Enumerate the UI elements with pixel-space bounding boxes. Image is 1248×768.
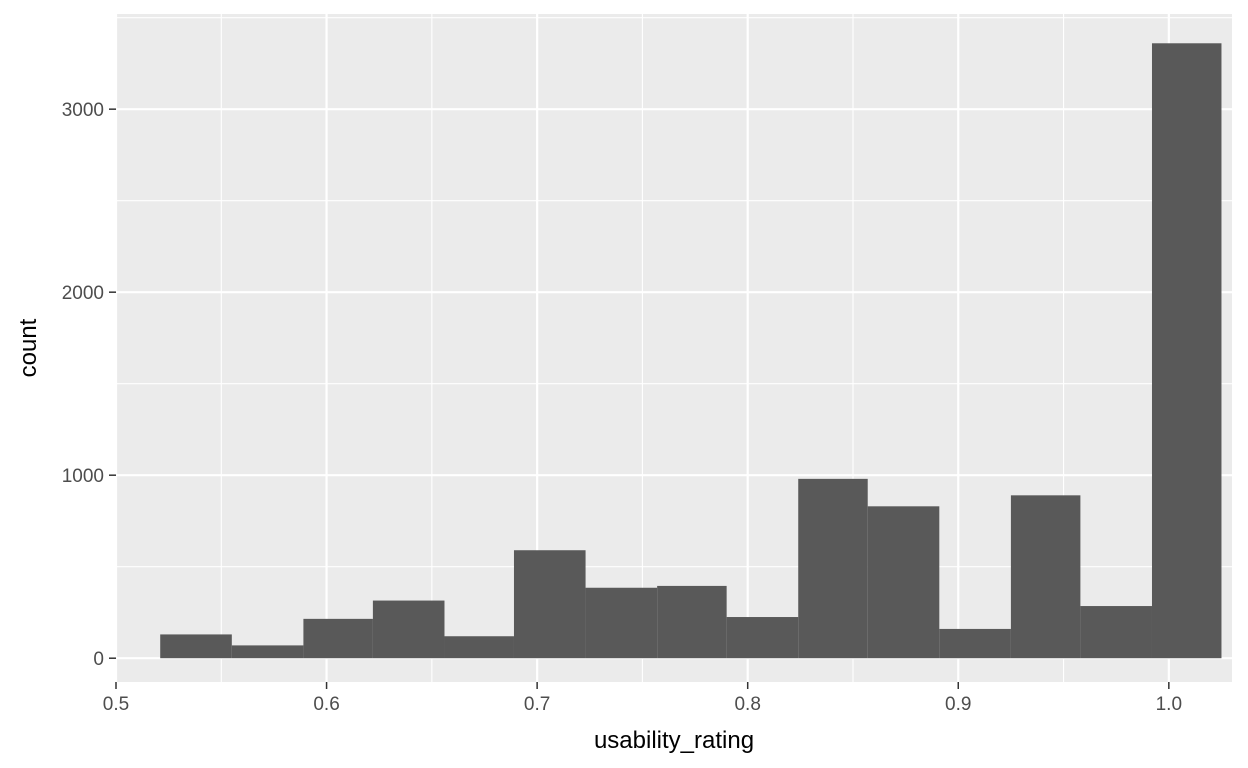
x-tick-label: 0.7 bbox=[524, 694, 550, 715]
histogram-bars bbox=[160, 43, 1222, 659]
x-tick-label: 0.6 bbox=[313, 694, 339, 715]
histogram-bar-9 bbox=[726, 617, 799, 659]
histogram-bar-7 bbox=[585, 587, 658, 659]
histogram-bar-12 bbox=[939, 628, 1011, 659]
y-tick-label: 2000 bbox=[62, 283, 104, 304]
histogram-bar-11 bbox=[867, 506, 940, 659]
x-axis-title: usability_rating bbox=[594, 727, 754, 754]
x-axis: 0.5 0.6 0.7 0.8 0.9 1.0 bbox=[103, 682, 1182, 715]
histogram-bar-13 bbox=[1010, 495, 1081, 659]
x-tick-label: 1.0 bbox=[1156, 694, 1182, 715]
histogram-bar-15 bbox=[1151, 43, 1222, 659]
y-axis: 0 1000 2000 3000 bbox=[62, 100, 116, 670]
y-tick-label: 0 bbox=[93, 649, 104, 670]
histogram-bar-10 bbox=[798, 478, 868, 659]
histogram-bar-8 bbox=[657, 585, 727, 659]
x-tick-label: 0.9 bbox=[945, 694, 971, 715]
histogram-bar-6 bbox=[513, 550, 586, 659]
x-tick-label: 0.5 bbox=[103, 694, 129, 715]
y-axis-title: count bbox=[15, 318, 42, 377]
histogram-bar-3 bbox=[303, 618, 373, 659]
histogram-bar-2 bbox=[231, 645, 304, 659]
histogram-bar-4 bbox=[372, 600, 445, 659]
histogram-bar-14 bbox=[1080, 606, 1152, 659]
x-tick-label: 0.8 bbox=[734, 694, 760, 715]
y-tick-label: 3000 bbox=[62, 100, 104, 121]
histogram-bar-5 bbox=[444, 636, 514, 659]
histogram-bar-1 bbox=[160, 634, 232, 659]
y-tick-label: 1000 bbox=[62, 466, 104, 487]
